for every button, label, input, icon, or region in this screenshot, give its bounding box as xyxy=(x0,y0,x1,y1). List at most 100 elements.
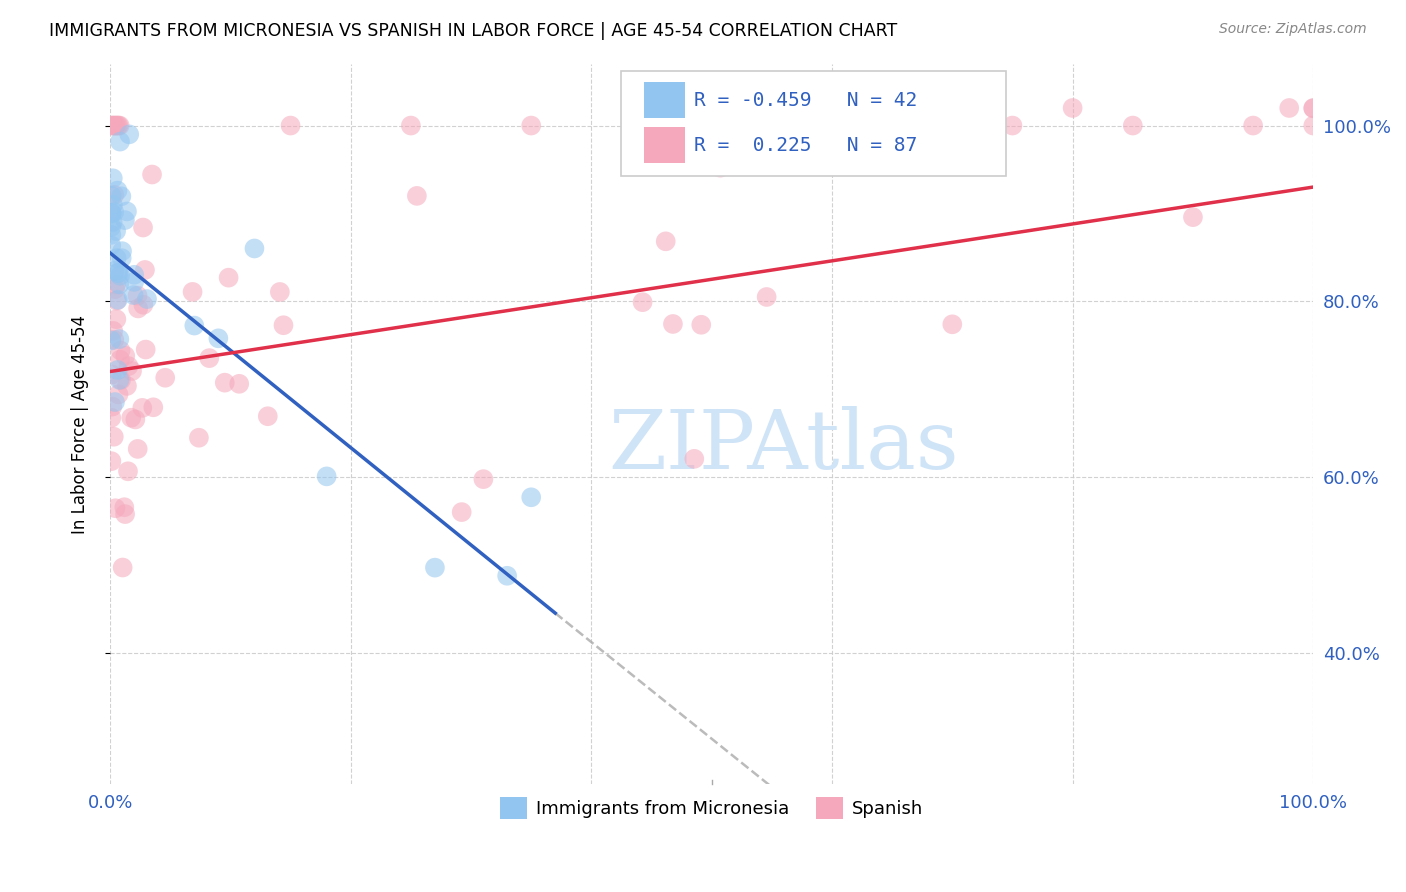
Point xyxy=(218,270,240,285)
Point xyxy=(520,490,543,504)
Point xyxy=(100,206,122,220)
Point xyxy=(1122,119,1144,133)
Point xyxy=(120,410,142,425)
Point xyxy=(105,224,128,238)
Point xyxy=(110,189,132,203)
Point xyxy=(127,442,149,456)
Point xyxy=(472,472,495,486)
Point xyxy=(755,290,778,304)
Point xyxy=(107,119,129,133)
Point xyxy=(103,119,125,133)
Point xyxy=(103,430,125,444)
Point xyxy=(107,387,129,401)
Point xyxy=(105,251,128,265)
Point xyxy=(207,331,229,345)
Point xyxy=(105,293,128,308)
Point xyxy=(100,119,122,133)
Point xyxy=(142,401,165,415)
Point xyxy=(101,119,124,133)
Text: R =  0.225   N = 87: R = 0.225 N = 87 xyxy=(693,136,917,154)
Point xyxy=(399,119,422,133)
Point xyxy=(103,333,125,347)
Point xyxy=(100,189,122,203)
FancyBboxPatch shape xyxy=(621,71,1007,176)
Point xyxy=(115,204,138,219)
Point xyxy=(1302,101,1324,115)
Point xyxy=(114,507,136,521)
Point xyxy=(100,206,122,220)
Point xyxy=(111,244,134,259)
Point xyxy=(108,135,131,149)
FancyBboxPatch shape xyxy=(644,82,685,119)
Point xyxy=(100,238,122,252)
Point xyxy=(104,264,127,278)
Point xyxy=(108,332,131,346)
Point xyxy=(100,454,122,468)
Point xyxy=(761,119,783,133)
Point xyxy=(269,285,291,299)
Point xyxy=(105,312,128,326)
Point xyxy=(155,370,177,384)
Point xyxy=(520,119,543,133)
FancyBboxPatch shape xyxy=(644,127,685,163)
Point xyxy=(110,373,132,387)
Point xyxy=(108,352,131,367)
Point xyxy=(214,376,236,390)
Point xyxy=(135,343,157,357)
Point xyxy=(1302,101,1324,115)
Point xyxy=(654,235,676,249)
Point xyxy=(709,161,731,175)
Point xyxy=(683,451,706,466)
Point xyxy=(107,266,129,280)
Point xyxy=(100,410,122,425)
Point xyxy=(124,412,146,426)
Point xyxy=(101,400,124,414)
Point xyxy=(100,368,122,382)
Point xyxy=(131,401,153,415)
Point xyxy=(132,298,155,312)
Point xyxy=(118,128,141,142)
Point xyxy=(103,205,125,219)
Point xyxy=(115,379,138,393)
Point xyxy=(114,213,136,227)
Point xyxy=(105,119,128,133)
Point xyxy=(110,343,132,358)
Point xyxy=(1001,119,1024,133)
Point xyxy=(104,277,127,292)
Point xyxy=(134,263,156,277)
Point xyxy=(256,409,278,424)
Text: Source: ZipAtlas.com: Source: ZipAtlas.com xyxy=(1219,22,1367,37)
Point xyxy=(101,171,124,186)
Point xyxy=(882,119,904,133)
Point xyxy=(104,119,127,133)
Point xyxy=(198,351,221,365)
Point xyxy=(108,277,131,292)
Point xyxy=(107,266,129,280)
Point xyxy=(662,317,685,331)
Point xyxy=(273,318,295,333)
Point xyxy=(243,242,266,256)
Point xyxy=(496,568,519,582)
Point xyxy=(111,251,134,265)
Point xyxy=(105,119,128,133)
Y-axis label: In Labor Force | Age 45-54: In Labor Force | Age 45-54 xyxy=(72,315,89,533)
Point xyxy=(107,293,129,307)
Point xyxy=(423,560,446,574)
Point xyxy=(640,119,662,133)
Point xyxy=(103,187,125,202)
Point xyxy=(821,101,844,115)
Point xyxy=(104,395,127,409)
Point xyxy=(108,268,131,283)
Point xyxy=(122,288,145,302)
Point xyxy=(228,376,250,391)
Point xyxy=(183,318,205,333)
Point xyxy=(690,318,713,332)
Point xyxy=(117,359,139,373)
Point xyxy=(101,198,124,212)
Point xyxy=(114,349,136,363)
Text: ZIPAtlas: ZIPAtlas xyxy=(609,406,959,486)
Point xyxy=(112,500,135,515)
Point xyxy=(117,464,139,478)
Text: R = -0.459   N = 42: R = -0.459 N = 42 xyxy=(693,91,917,110)
Point xyxy=(181,285,204,299)
